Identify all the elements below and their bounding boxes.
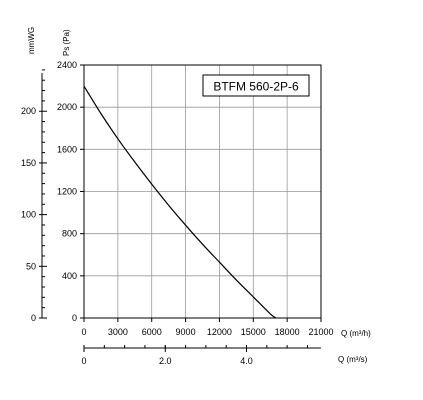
secondary-x-tick-label: 4.0 — [240, 356, 253, 366]
secondary-y-tick-label: 150 — [21, 158, 36, 168]
secondary-x-unit: Q (m³/s) — [338, 355, 368, 364]
secondary-y-tick-label: 50 — [26, 261, 36, 271]
secondary-x-tick-label: 0 — [81, 356, 86, 366]
x-tick-label: 21000 — [308, 327, 333, 337]
y-tick-label: 1200 — [57, 187, 77, 197]
x-tick-label: 12000 — [207, 327, 232, 337]
secondary-y-tick-label: 200 — [21, 106, 36, 116]
primary-x-unit: Q (m³/h) — [341, 329, 371, 338]
secondary-y-axis: 0 50 100 150 200 — [21, 69, 47, 323]
model-label-box: BTFM 560-2P-6 — [202, 74, 310, 97]
secondary-y-tick-label: 100 — [21, 210, 36, 220]
y-tick-label: 1600 — [57, 144, 77, 154]
y-tick-label: 400 — [62, 271, 77, 281]
secondary-y-tick-label: 0 — [31, 313, 36, 323]
x-tick-label: 9000 — [176, 327, 196, 337]
y-tick-label: 800 — [62, 229, 77, 239]
primary-x-ticks: 0 3000 6000 9000 12000 15000 18000 21000 — [81, 318, 334, 337]
x-tick-label: 3000 — [108, 327, 128, 337]
x-tick-label: 0 — [81, 327, 86, 337]
performance-curve — [83, 85, 277, 319]
x-tick-label: 6000 — [142, 327, 162, 337]
x-tick-label: 15000 — [241, 327, 266, 337]
primary-y-ticks: 0 400 800 1200 1600 2000 2400 — [57, 60, 84, 323]
y-tick-label: 2000 — [57, 102, 77, 112]
x-tick-label: 18000 — [275, 327, 300, 337]
grid-lines — [84, 65, 321, 318]
secondary-x-tick-label: 2.0 — [159, 356, 172, 366]
primary-y-title: Ps (Pa) — [62, 29, 71, 56]
secondary-y-title: mmWG — [27, 27, 36, 54]
y-tick-label: 2400 — [57, 60, 77, 70]
y-tick-label: 0 — [72, 313, 77, 323]
model-label: BTFM 560-2P-6 — [213, 80, 299, 94]
secondary-x-axis: 0 2.0 4.0 — [81, 345, 321, 366]
